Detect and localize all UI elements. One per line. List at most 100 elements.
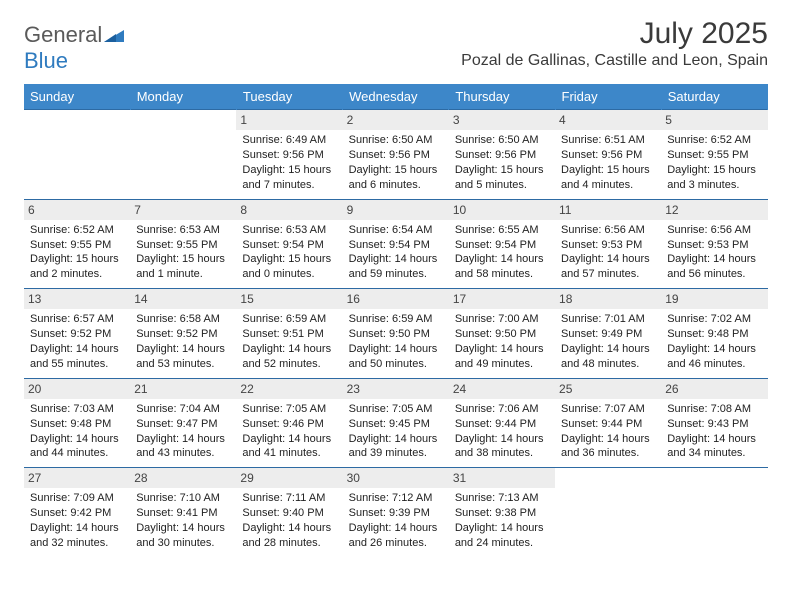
sunrise-text: Sunrise: 6:55 AM [455, 223, 549, 238]
day-number: 16 [343, 289, 449, 309]
day-cell: 3Sunrise: 6:50 AMSunset: 9:56 PMDaylight… [449, 110, 555, 200]
daylight-text: Daylight: 14 hours and 49 minutes. [455, 342, 549, 372]
daylight-text: Daylight: 14 hours and 55 minutes. [30, 342, 124, 372]
day-number: 9 [343, 200, 449, 220]
day-number: 19 [661, 289, 767, 309]
sunrise-text: Sunrise: 7:05 AM [349, 402, 443, 417]
day-number: 1 [236, 110, 342, 130]
day-number: 10 [449, 200, 555, 220]
sunset-text: Sunset: 9:46 PM [242, 417, 336, 432]
daylight-text: Daylight: 15 hours and 0 minutes. [242, 252, 336, 282]
sunset-text: Sunset: 9:56 PM [455, 148, 549, 163]
day-cell: 13Sunrise: 6:57 AMSunset: 9:52 PMDayligh… [24, 289, 130, 379]
daylight-text: Daylight: 14 hours and 28 minutes. [242, 521, 336, 551]
daylight-text: Daylight: 14 hours and 50 minutes. [349, 342, 443, 372]
daylight-text: Daylight: 14 hours and 30 minutes. [136, 521, 230, 551]
day-number: 11 [555, 200, 661, 220]
sunrise-text: Sunrise: 7:01 AM [561, 312, 655, 327]
day-number: 7 [130, 200, 236, 220]
sunset-text: Sunset: 9:38 PM [455, 506, 549, 521]
day-number: 31 [449, 468, 555, 488]
day-number: 30 [343, 468, 449, 488]
sunset-text: Sunset: 9:55 PM [30, 238, 124, 253]
day-cell: 23Sunrise: 7:05 AMSunset: 9:45 PMDayligh… [343, 378, 449, 468]
sunrise-text: Sunrise: 6:57 AM [30, 312, 124, 327]
day-number: 17 [449, 289, 555, 309]
sunrise-text: Sunrise: 6:50 AM [455, 133, 549, 148]
col-wednesday: Wednesday [343, 84, 449, 110]
day-cell: 7Sunrise: 6:53 AMSunset: 9:55 PMDaylight… [130, 199, 236, 289]
day-cell: 16Sunrise: 6:59 AMSunset: 9:50 PMDayligh… [343, 289, 449, 379]
sunrise-text: Sunrise: 7:12 AM [349, 491, 443, 506]
daylight-text: Daylight: 14 hours and 32 minutes. [30, 521, 124, 551]
day-number: 26 [661, 379, 767, 399]
sunset-text: Sunset: 9:44 PM [455, 417, 549, 432]
sunrise-text: Sunrise: 6:49 AM [242, 133, 336, 148]
day-number: 12 [661, 200, 767, 220]
sunset-text: Sunset: 9:55 PM [667, 148, 761, 163]
day-cell: 8Sunrise: 6:53 AMSunset: 9:54 PMDaylight… [236, 199, 342, 289]
col-monday: Monday [130, 84, 236, 110]
sunset-text: Sunset: 9:49 PM [561, 327, 655, 342]
day-number: 18 [555, 289, 661, 309]
day-number: 3 [449, 110, 555, 130]
day-cell: 31Sunrise: 7:13 AMSunset: 9:38 PMDayligh… [449, 468, 555, 557]
daylight-text: Daylight: 15 hours and 7 minutes. [242, 163, 336, 193]
daylight-text: Daylight: 14 hours and 41 minutes. [242, 432, 336, 462]
sunrise-text: Sunrise: 7:07 AM [561, 402, 655, 417]
col-tuesday: Tuesday [236, 84, 342, 110]
daylight-text: Daylight: 14 hours and 43 minutes. [136, 432, 230, 462]
sunset-text: Sunset: 9:54 PM [349, 238, 443, 253]
calendar-table: Sunday Monday Tuesday Wednesday Thursday… [24, 84, 768, 557]
month-title: July 2025 [461, 18, 768, 50]
day-cell: 25Sunrise: 7:07 AMSunset: 9:44 PMDayligh… [555, 378, 661, 468]
sunset-text: Sunset: 9:45 PM [349, 417, 443, 432]
sunrise-text: Sunrise: 7:03 AM [30, 402, 124, 417]
day-cell: 2Sunrise: 6:50 AMSunset: 9:56 PMDaylight… [343, 110, 449, 200]
sunset-text: Sunset: 9:54 PM [455, 238, 549, 253]
day-cell: 9Sunrise: 6:54 AMSunset: 9:54 PMDaylight… [343, 199, 449, 289]
sunrise-text: Sunrise: 6:59 AM [242, 312, 336, 327]
sunset-text: Sunset: 9:47 PM [136, 417, 230, 432]
week-row: 6Sunrise: 6:52 AMSunset: 9:55 PMDaylight… [24, 199, 768, 289]
sunset-text: Sunset: 9:48 PM [667, 327, 761, 342]
title-block: July 2025 Pozal de Gallinas, Castille an… [461, 18, 768, 70]
day-cell [130, 110, 236, 200]
day-cell: 27Sunrise: 7:09 AMSunset: 9:42 PMDayligh… [24, 468, 130, 557]
day-cell [661, 468, 767, 557]
sunset-text: Sunset: 9:52 PM [136, 327, 230, 342]
day-number: 24 [449, 379, 555, 399]
logo-word-blue: Blue [24, 48, 68, 73]
day-cell: 29Sunrise: 7:11 AMSunset: 9:40 PMDayligh… [236, 468, 342, 557]
day-number: 8 [236, 200, 342, 220]
daylight-text: Daylight: 14 hours and 56 minutes. [667, 252, 761, 282]
daylight-text: Daylight: 15 hours and 2 minutes. [30, 252, 124, 282]
sunrise-text: Sunrise: 7:05 AM [242, 402, 336, 417]
daylight-text: Daylight: 14 hours and 58 minutes. [455, 252, 549, 282]
day-cell: 10 Sunrise: 6:55 AMSunset: 9:54 PMDayligh… [449, 199, 555, 289]
day-cell: 6Sunrise: 6:52 AMSunset: 9:55 PMDaylight… [24, 199, 130, 289]
sunset-text: Sunset: 9:40 PM [242, 506, 336, 521]
daylight-text: Daylight: 15 hours and 4 minutes. [561, 163, 655, 193]
daylight-text: Daylight: 14 hours and 48 minutes. [561, 342, 655, 372]
day-number: 15 [236, 289, 342, 309]
logo-triangle-icon [104, 28, 124, 47]
day-number: 23 [343, 379, 449, 399]
day-cell: 21Sunrise: 7:04 AMSunset: 9:47 PMDayligh… [130, 378, 236, 468]
day-cell: 20Sunrise: 7:03 AMSunset: 9:48 PMDayligh… [24, 378, 130, 468]
day-cell: 24Sunrise: 7:06 AMSunset: 9:44 PMDayligh… [449, 378, 555, 468]
daylight-text: Daylight: 15 hours and 1 minute. [136, 252, 230, 282]
sunrise-text: Sunrise: 6:52 AM [667, 133, 761, 148]
daylight-text: Daylight: 15 hours and 6 minutes. [349, 163, 443, 193]
col-thursday: Thursday [449, 84, 555, 110]
calendar-body: 1 Sunrise: 6:49 AM Sunset: 9:56 PM Daylight… [24, 110, 768, 557]
calendar-header-row: Sunday Monday Tuesday Wednesday Thursday… [24, 84, 768, 110]
location-text: Pozal de Gallinas, Castille and Leon, Sp… [461, 52, 768, 70]
day-cell: 14Sunrise: 6:58 AMSunset: 9:52 PMDayligh… [130, 289, 236, 379]
daylight-text: Daylight: 14 hours and 46 minutes. [667, 342, 761, 372]
sunrise-text: Sunrise: 7:13 AM [455, 491, 549, 506]
sunrise-text: Sunrise: 6:53 AM [136, 223, 230, 238]
week-row: 1 Sunrise: 6:49 AM Sunset: 9:56 PM Daylight… [24, 110, 768, 200]
day-number: 2 [343, 110, 449, 130]
sunset-text: Sunset: 9:41 PM [136, 506, 230, 521]
